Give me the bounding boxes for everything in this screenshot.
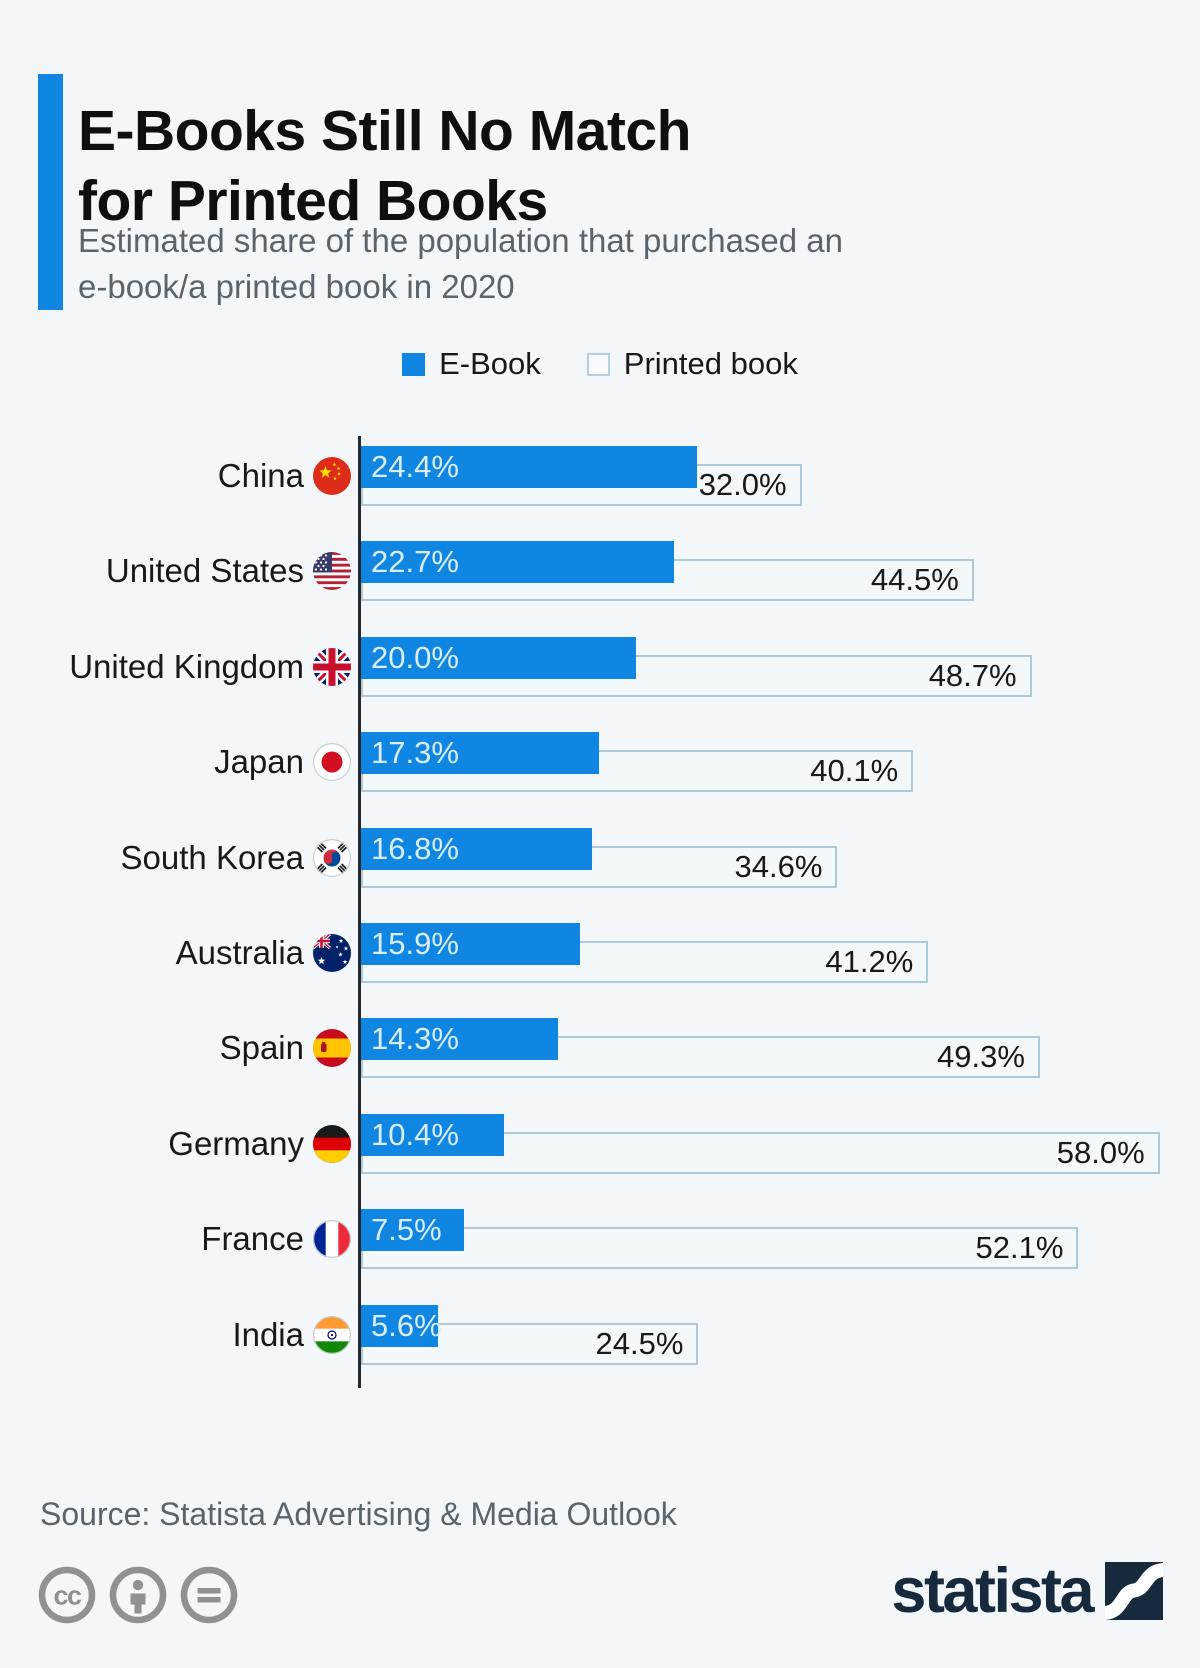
flag-south-korea-icon bbox=[313, 838, 351, 877]
y-axis-line bbox=[358, 436, 361, 1388]
chart-row: India 24.5% 5.6% bbox=[0, 1304, 1200, 1367]
country-label-group: United Kingdom bbox=[0, 647, 351, 686]
flag-spain-icon bbox=[313, 1029, 351, 1068]
chart-legend: E-Book Printed book bbox=[0, 346, 1200, 382]
country-label: United States bbox=[105, 552, 304, 590]
printed-value-label: 44.5% bbox=[870, 562, 959, 598]
legend-label-printed: Printed book bbox=[623, 346, 798, 381]
country-label: Spain bbox=[219, 1029, 304, 1067]
ebook-bar: 22.7% bbox=[361, 541, 674, 584]
printed-value-label: 52.1% bbox=[975, 1230, 1064, 1266]
country-label-group: Spain bbox=[0, 1029, 351, 1068]
no-derivatives-icon bbox=[180, 1566, 238, 1629]
country-label-group: France bbox=[0, 1220, 351, 1259]
printed-legend-swatch-icon bbox=[586, 352, 610, 376]
country-label-group: India bbox=[0, 1315, 351, 1354]
country-label-group: Australia bbox=[0, 934, 351, 972]
ebook-bar: 7.5% bbox=[361, 1209, 465, 1252]
country-label: Germany bbox=[168, 1124, 304, 1162]
chart-row: France 52.1% 7.5% bbox=[0, 1209, 1200, 1271]
ebook-value-label: 20.0% bbox=[371, 639, 459, 675]
country-label: United Kingdom bbox=[69, 647, 304, 685]
chart-row: South Korea 34.6% 16.8% bbox=[0, 827, 1200, 890]
printed-value-label: 41.2% bbox=[825, 944, 914, 979]
country-label: Japan bbox=[214, 743, 304, 781]
chart-row: United States 44.5% 22.7% bbox=[0, 541, 1200, 603]
ebook-value-label: 7.5% bbox=[371, 1212, 442, 1248]
statista-logo: statista bbox=[891, 1556, 1166, 1626]
ebook-bar: 17.3% bbox=[361, 732, 600, 775]
flag-india-icon bbox=[313, 1315, 351, 1354]
ebook-value-label: 14.3% bbox=[371, 1021, 459, 1057]
flag-australia-icon bbox=[313, 934, 351, 972]
country-label: China bbox=[217, 457, 304, 494]
chart-row: China 32.0% 24.4% bbox=[0, 446, 1200, 508]
ebook-value-label: 22.7% bbox=[371, 544, 459, 580]
cc-icon: cc bbox=[38, 1566, 96, 1629]
ebook-bar: 20.0% bbox=[361, 636, 637, 679]
ebook-bar: 10.4% bbox=[361, 1113, 505, 1156]
flag-france-icon bbox=[313, 1220, 351, 1259]
printed-bar: 24.5% bbox=[361, 1322, 699, 1365]
ebook-legend-swatch-icon bbox=[402, 352, 426, 376]
chart-row: United Kingdom 48.7% 20.0% bbox=[0, 636, 1200, 699]
ebook-value-label: 5.6% bbox=[371, 1307, 442, 1343]
country-label: France bbox=[201, 1220, 304, 1258]
legend-label-ebook: E-Book bbox=[439, 346, 541, 381]
ebook-bar: 14.3% bbox=[361, 1018, 558, 1061]
country-label: Australia bbox=[175, 934, 304, 971]
printed-value-label: 49.3% bbox=[936, 1039, 1025, 1075]
country-label-group: South Korea bbox=[0, 838, 351, 877]
source-text: Source: Statista Advertising & Media Out… bbox=[40, 1496, 677, 1532]
ebook-value-label: 10.4% bbox=[371, 1116, 459, 1152]
printed-value-label: 48.7% bbox=[928, 657, 1017, 693]
title-accent-bar bbox=[38, 74, 63, 310]
printed-bar: 52.1% bbox=[361, 1227, 1079, 1270]
printed-value-label: 58.0% bbox=[1056, 1134, 1145, 1170]
attribution-icon bbox=[109, 1566, 167, 1629]
flag-united-kingdom-icon bbox=[313, 647, 351, 686]
printed-value-label: 34.6% bbox=[734, 848, 823, 884]
printed-value-label: 32.0% bbox=[698, 467, 787, 502]
country-label: South Korea bbox=[120, 838, 304, 876]
chart-row: Japan 40.1% 17.3% bbox=[0, 732, 1200, 794]
country-label-group: China bbox=[0, 457, 351, 495]
legend-item-ebook: E-Book bbox=[402, 346, 541, 382]
ebook-value-label: 17.3% bbox=[371, 735, 459, 771]
chart-row: Germany 58.0% 10.4% bbox=[0, 1113, 1200, 1176]
country-label: India bbox=[232, 1315, 304, 1353]
flag-united-states-icon bbox=[313, 552, 351, 591]
printed-value-label: 40.1% bbox=[810, 753, 899, 789]
license-icons: cc bbox=[38, 1566, 238, 1629]
chart-row: Spain 49.3% 14.3% bbox=[0, 1018, 1200, 1080]
printed-value-label: 24.5% bbox=[595, 1325, 684, 1361]
statista-wordmark: statista bbox=[891, 1556, 1094, 1626]
ebook-bar: 15.9% bbox=[361, 923, 580, 965]
statista-logo-icon bbox=[1102, 1562, 1166, 1620]
country-label-group: Germany bbox=[0, 1124, 351, 1163]
legend-item-printed: Printed book bbox=[586, 346, 798, 382]
ebook-bar: 24.4% bbox=[361, 446, 697, 488]
page-title: E-Books Still No Match for Printed Books bbox=[78, 99, 691, 234]
ebook-bar: 5.6% bbox=[361, 1304, 442, 1347]
page-subtitle: Estimated share of the population that p… bbox=[78, 222, 844, 305]
svg-text:cc: cc bbox=[53, 1581, 82, 1611]
country-label-group: Japan bbox=[0, 743, 351, 782]
flag-germany-icon bbox=[313, 1124, 351, 1163]
flag-japan-icon bbox=[313, 743, 351, 782]
chart-row: Australia 41.2% 15.9% bbox=[0, 923, 1200, 985]
country-label-group: United States bbox=[0, 552, 351, 591]
ebook-bar: 16.8% bbox=[361, 827, 593, 870]
flag-china-icon bbox=[313, 457, 351, 495]
ebook-value-label: 15.9% bbox=[371, 926, 459, 961]
ebook-value-label: 16.8% bbox=[371, 830, 459, 866]
ebook-value-label: 24.4% bbox=[371, 449, 459, 484]
